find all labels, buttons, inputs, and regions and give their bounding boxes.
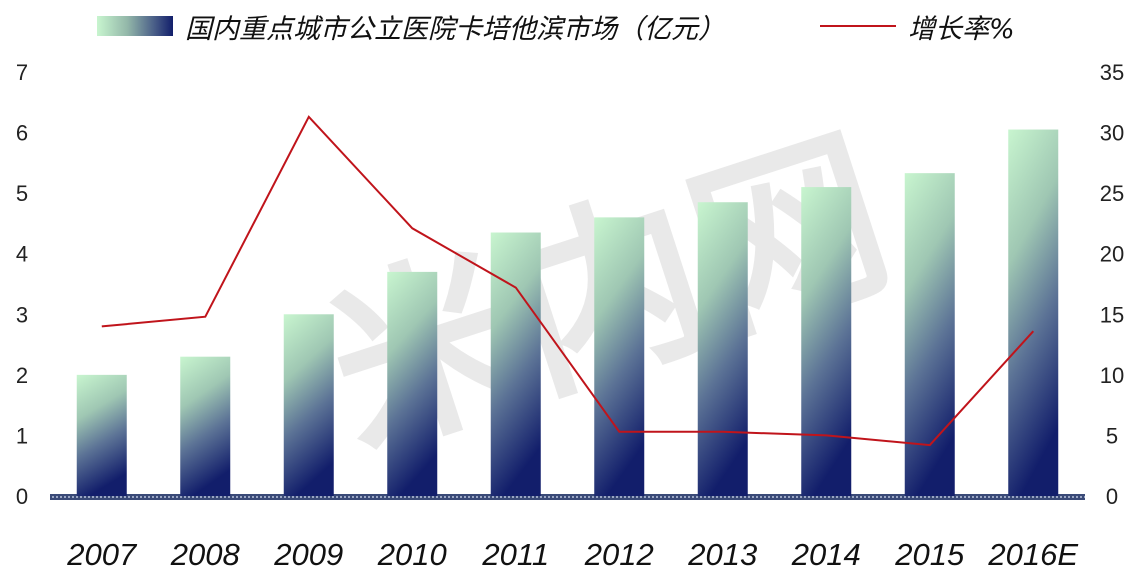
bar [283,314,334,496]
x-tick-label: 2016E [987,537,1078,572]
x-tick-label: 2012 [584,537,654,572]
bar [180,356,231,496]
bar [76,374,127,496]
y-left-tick-label: 7 [16,60,28,85]
y-right-tick-label: 35 [1100,60,1124,85]
y-left-tick-label: 2 [16,363,28,388]
y-right-tick-label: 30 [1100,121,1124,146]
y-left-tick-label: 4 [16,242,28,267]
axes: 0 1 2 3 4 5 6 7 0 5 10 15 20 25 30 35 2007 2008 2009 2010 20… [16,60,1124,572]
y-right-tick-label: 25 [1100,181,1124,206]
legend-bar-swatch [97,16,173,36]
legend: 国内重点城市公立医院卡培他滨市场（亿元） 增长率% [0,8,1145,45]
legend-bar-label: 国内重点城市公立医院卡培他滨市场（亿元） [185,13,725,45]
legend-item-bar: 国内重点城市公立医院卡培他滨市场（亿元） [97,8,725,45]
y-left-tick-label: 1 [16,423,28,448]
x-tick-label: 2008 [170,537,241,572]
bar [904,173,955,496]
y-right-tick-label: 20 [1100,242,1124,267]
y-right-tick-label: 15 [1100,302,1124,327]
x-tick-label: 2015 [894,537,965,572]
legend-line-label: 增长率% [908,13,1015,45]
x-tick-label: 2014 [791,537,861,572]
bar [387,271,438,496]
bar-series [76,129,1059,497]
y-left-tick-label: 6 [16,121,28,146]
y-left-tick-label: 0 [16,484,28,509]
bar [801,187,852,497]
legend-item-line: 增长率% [820,8,1015,45]
line-series [101,115,1035,447]
bar [697,202,748,496]
bar [594,217,645,496]
bar [1008,129,1059,497]
y-left-tick-label: 3 [16,302,28,327]
growth-rate-line [101,115,1035,447]
x-tick-label: 2011 [481,537,549,572]
x-tick-label: 2009 [273,537,343,572]
legend-line-swatch [820,25,896,27]
x-tick-label: 2007 [66,537,138,572]
y-right-tick-label: 5 [1106,423,1118,448]
y-left-tick-label: 5 [16,181,28,206]
bar [490,232,541,496]
x-tick-label: 2013 [687,537,757,572]
y-right-tick-label: 10 [1100,363,1124,388]
x-tick-label: 2010 [377,537,447,572]
y-right-tick-label: 0 [1106,484,1118,509]
x-axis-baseline [50,494,1085,500]
